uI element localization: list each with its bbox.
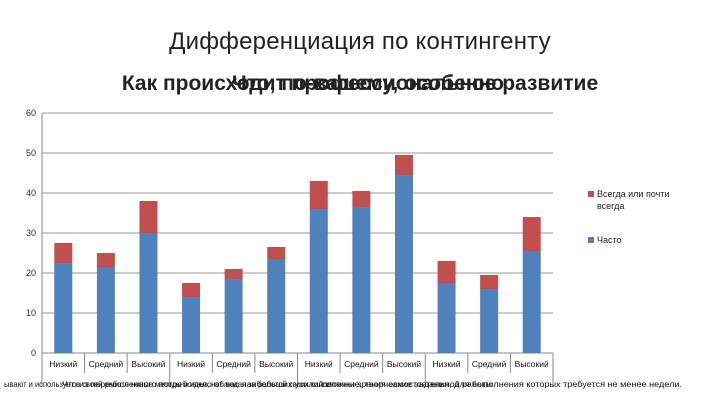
bar-often-10 — [437, 283, 456, 353]
x-tick-label: Высокий — [387, 359, 421, 369]
y-tick-label: 0 — [31, 348, 36, 358]
chart-title: Дифференциация по контингенту — [169, 28, 551, 55]
y-tick-label: 50 — [26, 148, 36, 158]
bar-often-3 — [139, 233, 158, 353]
x-tick-label: Высокий — [131, 359, 165, 369]
group-label-2: Что из перечисленного потребовало от вас… — [62, 379, 492, 389]
bar-always-2 — [96, 253, 115, 267]
bar-often-7 — [309, 209, 328, 353]
bar-always-3 — [139, 201, 158, 233]
y-tick-label: 10 — [26, 308, 36, 318]
y-tick-label: 30 — [26, 228, 36, 238]
y-tick-label: 40 — [26, 188, 36, 198]
bar-often-4 — [182, 297, 201, 353]
bar-always-12 — [522, 217, 541, 251]
bar-always-9 — [394, 155, 413, 175]
x-tick-label: Средний — [472, 359, 507, 369]
x-tick-label: Средний — [344, 359, 379, 369]
legend-swatch-often — [588, 237, 594, 243]
bar-often-6 — [267, 259, 286, 353]
legend-swatch-always — [588, 191, 594, 197]
x-tick-label: Средний — [216, 359, 251, 369]
bar-often-1 — [54, 263, 73, 353]
bar-often-2 — [96, 267, 115, 353]
bar-always-7 — [309, 181, 328, 209]
x-tick-label: Низкий — [433, 359, 461, 369]
bar-always-8 — [352, 191, 371, 207]
chart-subtitle-2: Что, по-вашему, особенно — [232, 72, 504, 95]
bar-always-11 — [480, 275, 499, 289]
legend-label-always-line1: Всегда или почти — [597, 189, 669, 199]
legend-label-always-line2: всегда — [597, 201, 624, 211]
group-label-1: ывают и использует в своей работе новые … — [4, 379, 334, 389]
bar-often-12 — [522, 251, 541, 353]
x-tick-label: Низкий — [49, 359, 77, 369]
x-tick-label: Высокий — [259, 359, 293, 369]
x-tick-label: Средний — [89, 359, 124, 369]
chart-subtitle-1: Как происходит профессиональное развитие — [121, 72, 599, 95]
y-tick-label: 60 — [26, 108, 36, 118]
x-tick-label: Низкий — [305, 359, 333, 369]
bar-often-11 — [480, 289, 499, 353]
bar-always-1 — [54, 243, 73, 263]
bar-always-4 — [182, 283, 201, 297]
bar-always-5 — [224, 269, 243, 279]
bar-always-10 — [437, 261, 456, 283]
bar-often-8 — [352, 207, 371, 353]
x-tick-label: Низкий — [177, 359, 205, 369]
y-tick-label: 20 — [26, 268, 36, 278]
bar-often-5 — [224, 279, 243, 353]
bar-always-6 — [267, 247, 286, 259]
bar-often-9 — [394, 175, 413, 353]
legend-label-often: Часто — [597, 235, 622, 245]
x-tick-label: Высокий — [515, 359, 549, 369]
group-label-3: сложные, творческие задания, для выполне… — [322, 379, 682, 389]
